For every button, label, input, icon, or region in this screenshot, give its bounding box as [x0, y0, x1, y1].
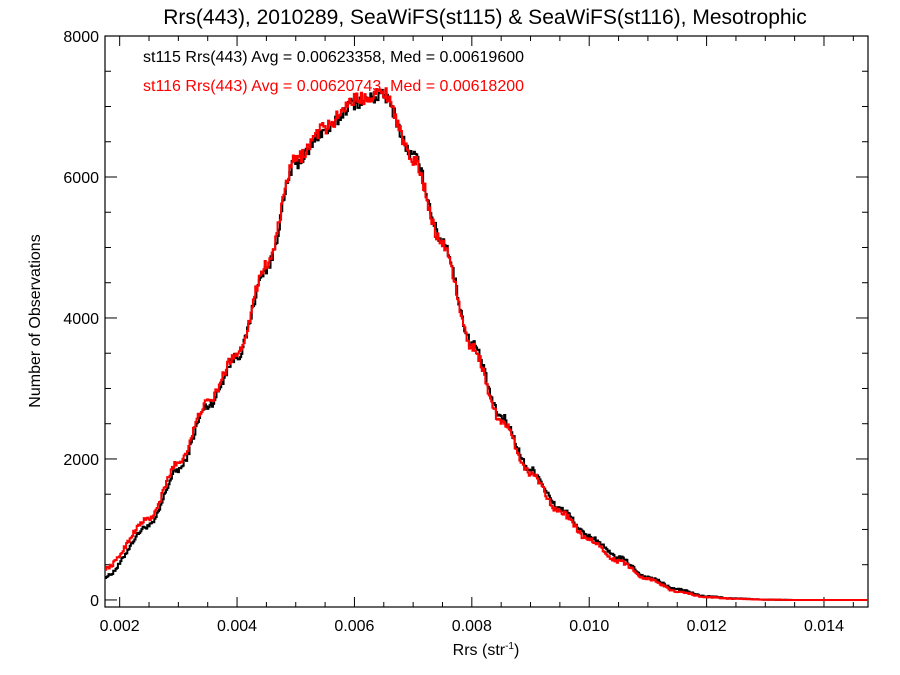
- series-st116-line: [105, 87, 868, 601]
- x-tick-label: 0.008: [452, 618, 492, 635]
- x-tick-label: 0.006: [334, 618, 374, 635]
- y-tick-label: 4000: [63, 311, 99, 328]
- x-axis-label: Rrs (str-1): [453, 641, 520, 659]
- y-axis-label: Number of Observations: [27, 234, 44, 407]
- series-st115-line: [105, 88, 868, 601]
- x-tick-label: 0.014: [804, 618, 844, 635]
- x-tick-label: 0.002: [100, 618, 140, 635]
- annotation-st115: st115 Rrs(443) Avg = 0.00623358, Med = 0…: [143, 49, 524, 66]
- y-tick-label: 2000: [63, 452, 99, 469]
- y-tick-label: 0: [90, 593, 99, 610]
- y-axis: 0 2000 4000 6000 8000: [63, 29, 868, 610]
- x-tick-label: 0.010: [569, 618, 609, 635]
- y-tick-label: 6000: [63, 170, 99, 187]
- chart-title: Rrs(443), 2010289, SeaWiFS(st115) & SeaW…: [163, 6, 806, 29]
- x-tick-label: 0.004: [217, 618, 257, 635]
- x-axis: 0.002 0.004 0.006 0.008 0.010 0.012 0.014: [100, 36, 854, 635]
- x-tick-label: 0.012: [687, 618, 727, 635]
- plot-area-frame: [104, 35, 869, 608]
- series-layer: [105, 87, 868, 601]
- annotation-st116: st116 Rrs(443) Avg = 0.00620743, Med = 0…: [143, 78, 524, 95]
- y-tick-label: 8000: [63, 29, 99, 46]
